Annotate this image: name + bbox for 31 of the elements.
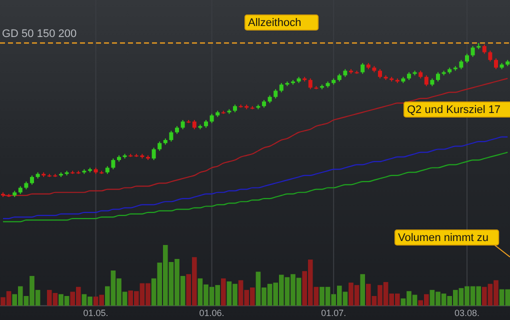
- candlestick: [488, 50, 492, 62]
- text: Volumen nimmt zu: [398, 232, 488, 244]
- candlestick: [274, 88, 278, 99]
- ref-line-label: Allzeithoch: [248, 17, 302, 29]
- candlestick: [308, 78, 312, 90]
- candlestick: [279, 82, 284, 93]
- candlestick: [30, 174, 34, 186]
- x-tick-label: 01.05.: [83, 308, 108, 318]
- candlestick: [180, 120, 185, 130]
- x-tick-label: 03.08.: [454, 308, 480, 318]
- candlestick: [192, 120, 196, 130]
- x-tick-label: 01.06.: [199, 308, 224, 318]
- candlestick: [210, 113, 214, 124]
- candlestick: [465, 53, 469, 64]
- candlestick: [111, 158, 116, 170]
- candlestick: [152, 147, 156, 161]
- candlestick: [360, 62, 365, 74]
- candlestick: [378, 68, 382, 79]
- bar: [360, 274, 365, 306]
- candlestick: [459, 59, 464, 70]
- bar: [221, 278, 226, 306]
- candlestick: [424, 74, 428, 87]
- candlestick: [169, 130, 174, 142]
- candlestick: [436, 72, 440, 82]
- candlestick: [482, 44, 486, 54]
- annotation: Q2 und Kursziel 17: [407, 104, 501, 116]
- candlestick: [158, 141, 162, 152]
- text: GD 50 150 200: [2, 28, 77, 40]
- candlestick: [470, 46, 475, 58]
- candlestick: [494, 58, 498, 70]
- x-tick-label: 01.07.: [321, 308, 346, 318]
